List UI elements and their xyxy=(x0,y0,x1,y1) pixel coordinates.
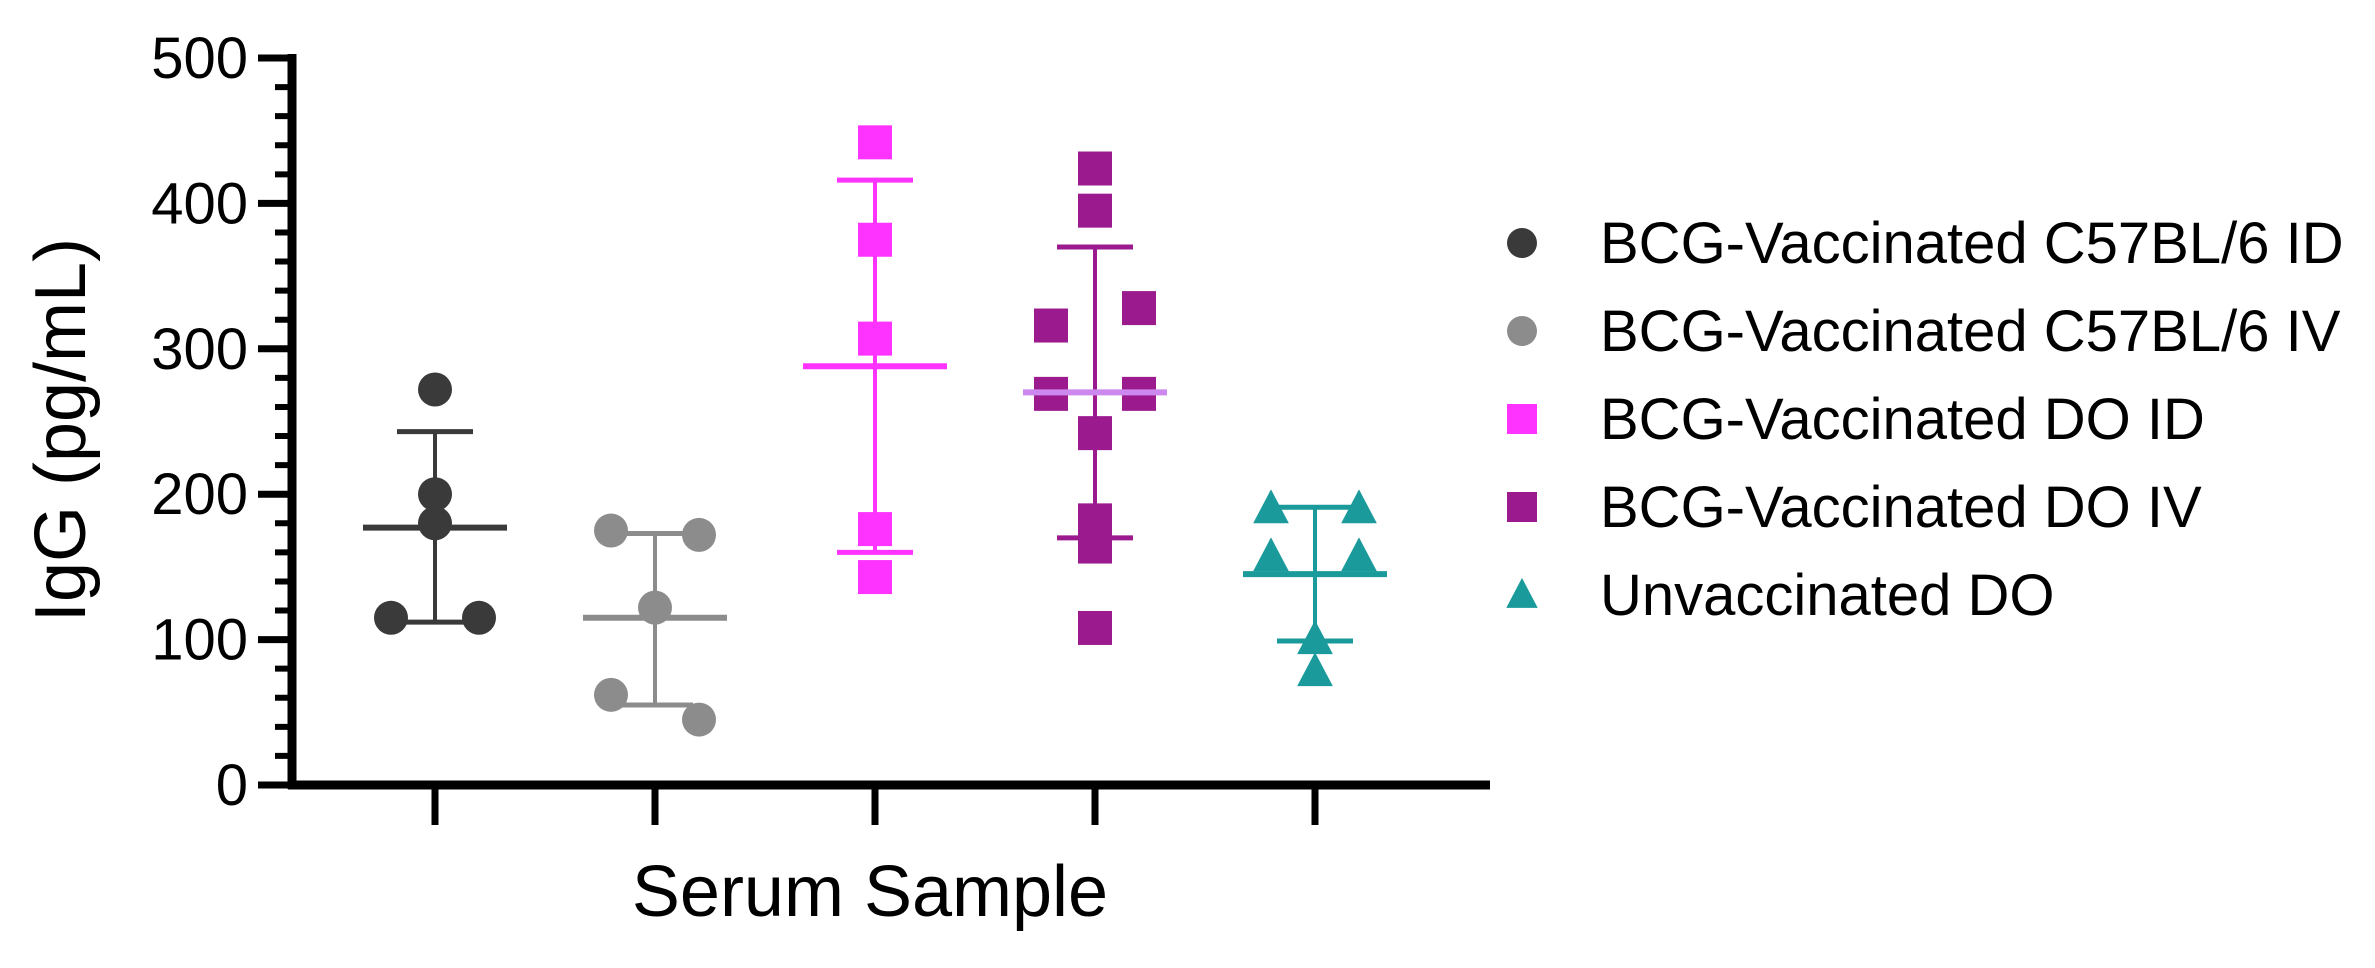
data-point xyxy=(374,600,408,635)
legend-item: BCG-Vaccinated C57BL/6 IV xyxy=(1507,299,2341,364)
data-point xyxy=(1341,537,1377,572)
data-point xyxy=(858,222,892,257)
data-point xyxy=(594,513,628,548)
legend-marker xyxy=(1507,404,1537,434)
y-axis-title: IgG (pg/mL) xyxy=(21,238,101,622)
y-tick-label: 500 xyxy=(151,26,248,91)
data-point xyxy=(682,702,716,737)
legend-item: BCG-Vaccinated DO ID xyxy=(1507,387,2205,452)
y-axis: 0 100 200 300 400 500 xyxy=(151,26,297,818)
data-point xyxy=(1297,620,1333,655)
data-point xyxy=(1078,610,1112,645)
data-point xyxy=(1253,489,1289,524)
data-point xyxy=(1034,308,1068,343)
x-axis-title: Serum Sample xyxy=(632,852,1108,932)
legend-marker xyxy=(1507,316,1537,346)
data-point xyxy=(418,372,452,407)
legend-label: BCG-Vaccinated C57BL/6 IV xyxy=(1600,299,2341,364)
series-group xyxy=(1023,151,1167,645)
legend: BCG-Vaccinated C57BL/6 ID BCG-Vaccinated … xyxy=(1506,211,2344,628)
y-tick-label: 400 xyxy=(151,171,248,236)
legend-item: BCG-Vaccinated C57BL/6 ID xyxy=(1507,211,2344,276)
data-point xyxy=(1253,537,1289,572)
data-point xyxy=(858,125,892,160)
data-point xyxy=(1341,489,1377,524)
legend-label: BCG-Vaccinated DO ID xyxy=(1600,387,2205,452)
data-point xyxy=(462,600,496,635)
data-point xyxy=(858,560,892,595)
y-tick-label: 300 xyxy=(151,317,248,382)
series-group xyxy=(363,372,507,635)
data-point xyxy=(1297,652,1333,687)
data-point xyxy=(682,517,716,552)
legend-marker xyxy=(1506,577,1538,608)
data-point xyxy=(1078,193,1112,228)
data-point xyxy=(1122,291,1156,326)
series-group xyxy=(803,125,947,595)
series-group xyxy=(583,513,727,737)
data-point xyxy=(1078,416,1112,451)
legend-item: BCG-Vaccinated DO IV xyxy=(1507,475,2202,540)
series-group xyxy=(1243,489,1387,687)
plot-area xyxy=(363,125,1387,737)
data-point xyxy=(858,512,892,547)
legend-label: BCG-Vaccinated DO IV xyxy=(1600,475,2202,540)
data-point xyxy=(858,321,892,356)
data-point xyxy=(1078,151,1112,186)
data-point xyxy=(418,506,452,541)
y-tick-label: 100 xyxy=(151,608,248,673)
legend-item: Unvaccinated DO xyxy=(1506,563,2055,628)
legend-label: BCG-Vaccinated C57BL/6 ID xyxy=(1600,211,2344,276)
data-point xyxy=(1078,529,1112,564)
y-tick-label: 0 xyxy=(216,753,248,818)
legend-marker xyxy=(1507,492,1537,522)
legend-marker xyxy=(1507,228,1537,258)
data-point xyxy=(594,677,628,712)
y-tick-label: 200 xyxy=(151,462,248,527)
x-axis xyxy=(288,780,1490,825)
data-point xyxy=(418,477,452,512)
legend-label: Unvaccinated DO xyxy=(1600,563,2055,628)
